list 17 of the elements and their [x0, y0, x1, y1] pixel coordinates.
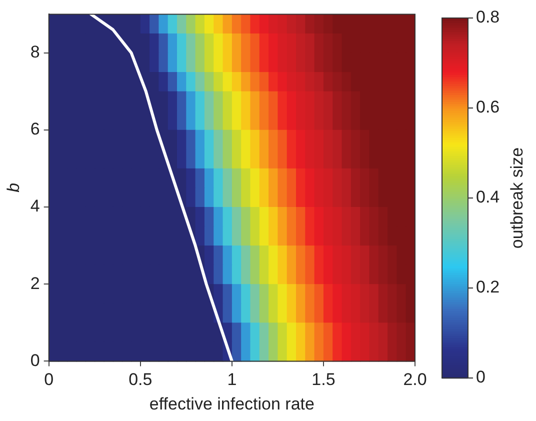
y-tick-label: 0: [30, 350, 40, 370]
color-bar-label: 0.8: [476, 8, 500, 27]
y-tick-label: 2: [30, 274, 40, 293]
x-axis-title: effective infection rate: [149, 394, 314, 414]
color-bar-title: outbreak size: [508, 147, 527, 249]
color-bar-label: 0.6: [476, 98, 500, 117]
color-bar-label: 0.4: [476, 188, 500, 207]
y-tick-label: 6: [30, 120, 40, 139]
y-tick-label: 8: [30, 42, 40, 62]
x-tick-label: 0.5: [128, 370, 152, 390]
x-tick-label: 1: [227, 370, 237, 390]
y-tick-label: 4: [30, 196, 40, 216]
x-tick-label: 1.5: [312, 370, 336, 390]
color-bar-label: 0.2: [476, 278, 500, 297]
x-tick-label: 2.0: [403, 370, 427, 390]
y-axis-title: b: [4, 182, 23, 192]
x-tick-label: 0: [44, 370, 54, 390]
